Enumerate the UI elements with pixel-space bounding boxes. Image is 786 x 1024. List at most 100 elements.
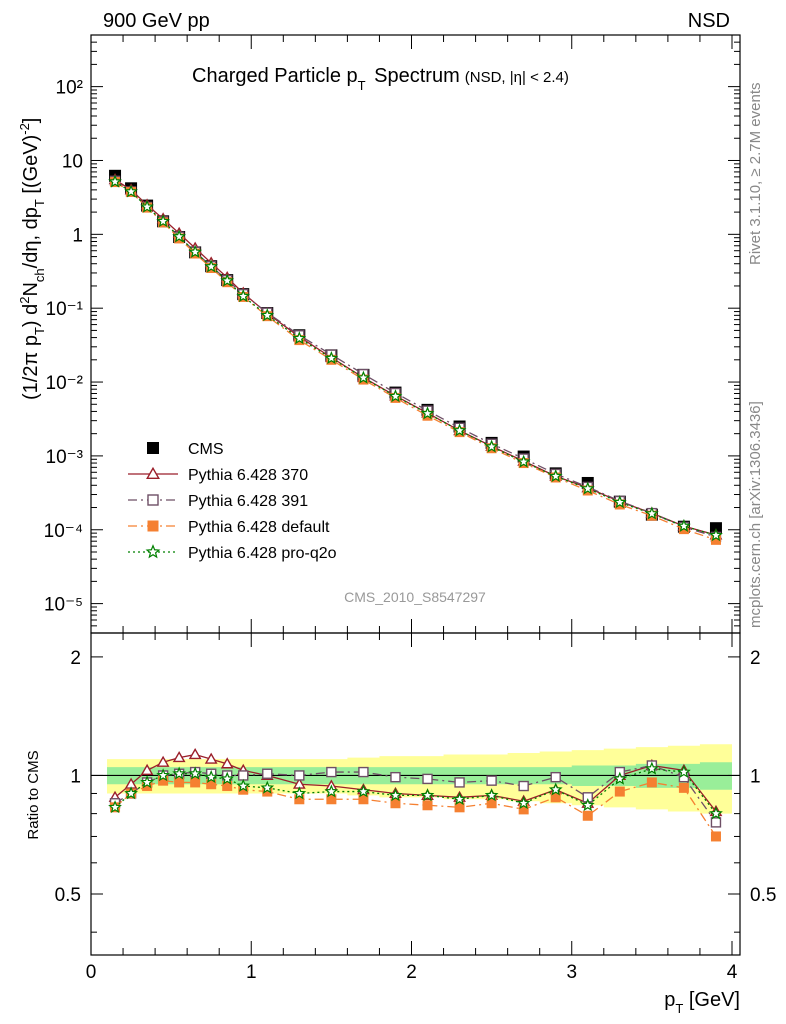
ratio-data-point xyxy=(582,810,593,821)
ratio-data-point xyxy=(204,752,218,764)
legend-label: Pythia 6.428 391 xyxy=(188,493,308,510)
legend-label: Pythia 6.428 default xyxy=(188,519,330,536)
ratio-series-line xyxy=(114,779,717,837)
header-left: 900 GeV pp xyxy=(103,10,210,32)
main-series xyxy=(110,177,721,545)
ratio-data-point xyxy=(156,768,170,782)
x-label-seg: p xyxy=(664,989,675,1011)
legend-marker xyxy=(147,442,159,454)
ratio-data-point xyxy=(516,796,531,810)
legend-marker xyxy=(146,466,160,480)
ratio-data-point xyxy=(644,761,659,775)
legend-label: CMS xyxy=(188,441,224,458)
ratio-y-tick-label-right: 0.5 xyxy=(750,885,776,906)
ratio-data-point xyxy=(390,771,401,783)
ratio-data-point xyxy=(678,782,689,793)
ratio-x-tick-label: 1 xyxy=(246,962,257,983)
main-data-point xyxy=(677,518,691,532)
ratio-data-point xyxy=(156,755,170,767)
main-data-point xyxy=(548,469,563,483)
ratio-data-point xyxy=(454,802,465,813)
chart-subtitle: (NSD, |η| < 2.4) xyxy=(465,69,569,86)
legend-marker xyxy=(147,520,159,532)
main-data-point xyxy=(140,199,154,213)
main-data-point xyxy=(108,174,122,188)
main-data-point xyxy=(124,184,138,198)
ratio-panel: 0.5 0.5 1 1 2 2 0 1 2 3 4 pT [GeV] Ratio to CMS xyxy=(25,632,776,1016)
ratio-y-label-text: Ratio to CMS xyxy=(25,750,42,839)
ratio-data-point xyxy=(294,770,305,781)
main-data-point xyxy=(188,244,203,258)
y-axis-label: (1/2π pT) d2Nch/dη, dpT [(GeV)-2] xyxy=(17,118,47,400)
chart-title: Charged Particle pT Spectrum (NSD, |η| < … xyxy=(192,65,569,93)
main-data-point xyxy=(172,229,187,243)
main-panel: 10⁻⁵ 10⁻⁴ 10⁻³ 10⁻² 10⁻¹ 1 10 10² Charged Partic… xyxy=(17,34,741,634)
main-y-tick-label: 10⁻⁵ xyxy=(44,595,83,616)
main-y-tick-label: 1 xyxy=(72,225,83,246)
ratio-data-point xyxy=(420,788,435,802)
main-data-point xyxy=(484,439,499,453)
x-axis-label: pT [GeV] xyxy=(664,989,740,1016)
ratio-y-tick-label: 2 xyxy=(70,648,81,669)
ratio-x-tick-label: 2 xyxy=(406,962,417,983)
main-y-tick-label: 10⁻³ xyxy=(46,447,84,468)
legend-label: Pythia 6.428 370 xyxy=(188,467,308,484)
legend-marker xyxy=(145,544,161,559)
ratio-data-point xyxy=(172,751,186,763)
ratio-frame xyxy=(90,632,741,956)
main-data-point xyxy=(292,331,307,345)
main-data-point xyxy=(236,289,251,303)
main-data-point xyxy=(644,506,659,520)
ratio-data-point xyxy=(710,817,722,828)
ratio-data-point xyxy=(262,768,273,779)
main-y-tick-label: 10 xyxy=(62,151,83,172)
ratio-data-point xyxy=(220,771,235,785)
main-series-line xyxy=(114,181,717,541)
ratio-data-point xyxy=(204,769,219,784)
main-data-point xyxy=(452,423,467,437)
y-axis-label-text: (1/2π pT) d2Nch/dη, dpT [(GeV)-2] xyxy=(17,118,47,400)
legend-label: Pythia 6.428 pro-q2o xyxy=(188,545,337,562)
ratio-data-point xyxy=(390,798,401,809)
ratio-data-point xyxy=(236,778,251,792)
ratio-y-tick-label: 0.5 xyxy=(55,885,81,906)
main-series-line xyxy=(114,181,717,536)
ratio-data-point xyxy=(220,757,234,769)
ratio-data-point xyxy=(326,766,337,778)
ratio-data-point xyxy=(388,788,403,802)
x-label-seg: [GeV] xyxy=(683,989,740,1011)
ratio-data-point xyxy=(550,771,561,783)
ratio-data-point xyxy=(174,777,185,788)
legend: CMS Pythia 6.428 370 Pythia 6.428 391 Pythi… xyxy=(128,441,337,562)
ratio-y-tick-label: 1 xyxy=(70,766,81,787)
main-y-tick-label: 10⁻¹ xyxy=(46,299,84,320)
ratio-data-point xyxy=(358,766,369,778)
chart-title-part: Spectrum xyxy=(369,65,460,87)
ratio-data-point xyxy=(358,794,369,805)
ratio-data-point xyxy=(188,766,203,780)
rivet-label: Rivet 3.1.10, ≥ 2.7M events xyxy=(747,83,764,266)
ratio-series xyxy=(108,761,723,820)
ratio-data-point xyxy=(709,806,723,820)
ratio-data-point xyxy=(356,784,371,798)
ratio-data-point xyxy=(190,777,201,788)
y-label-seg: T xyxy=(32,327,47,335)
ratio-data-point xyxy=(238,770,249,781)
ratio-x-tick-label: 4 xyxy=(727,962,738,983)
main-frame xyxy=(90,34,741,634)
ratio-data-point xyxy=(486,775,497,786)
y-label-seg: ch xyxy=(32,268,47,282)
legend-marker xyxy=(147,494,159,506)
main-data-point xyxy=(356,370,371,384)
main-data-point xyxy=(324,351,339,365)
main-y-tick-label: 10⁻² xyxy=(46,373,84,394)
main-data-point xyxy=(420,406,435,420)
y-label-seg: N xyxy=(20,282,42,296)
main-y-tick-label: 10² xyxy=(56,78,83,99)
ratio-data-point xyxy=(614,786,625,797)
y-label-seg: [(GeV) xyxy=(20,135,42,199)
main-series xyxy=(109,175,722,543)
ratio-data-point xyxy=(518,780,529,792)
mcplots-label: mcplots.cern.ch [arXiv:1306.3436] xyxy=(747,401,764,628)
